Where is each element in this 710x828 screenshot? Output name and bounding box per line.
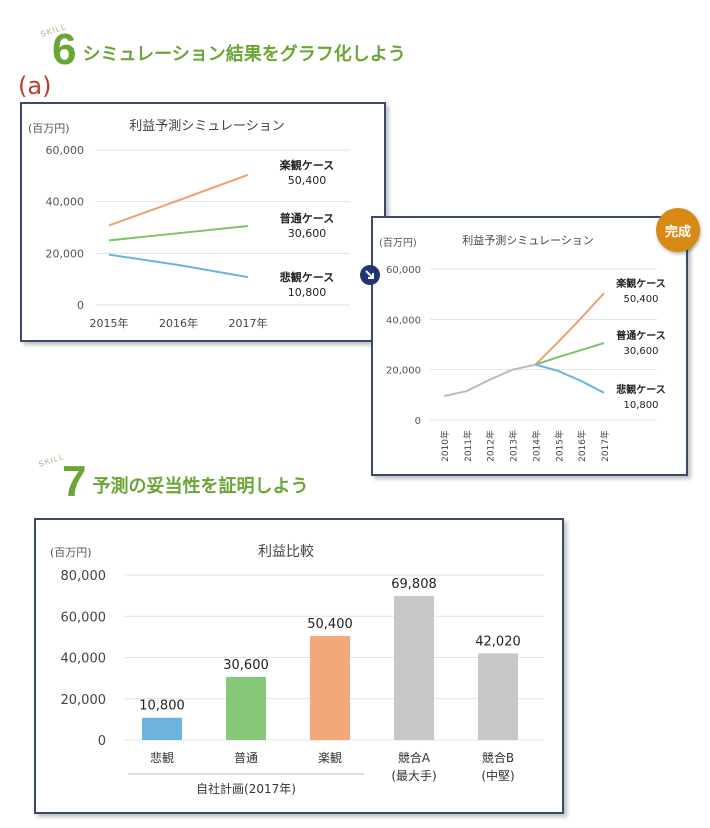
chart-title: 利益予測シミュレーション [129,119,284,134]
skill6-number: 6 [52,25,77,74]
x-tick-label: 2016年 [159,316,198,330]
x-tick-label: 普通 [234,751,258,765]
x-tick-label: 2015年 [553,430,565,462]
bar-3 [394,596,434,740]
chart-title: 利益予測シミュレーション [462,233,594,247]
x-tick-label: 2011年 [462,430,474,462]
series-line-normal [108,224,249,242]
y-axis-unit-label: (百万円) [50,546,92,559]
x-tick-label: 2014年 [530,430,542,462]
skill6-header: SKILL 6 シミュレーション結果をグラフ化しよう [39,22,406,74]
x-tick-label: 楽観 [318,751,342,765]
chart-title: 利益比較 [258,544,314,560]
x-tick-label: 2017年 [599,430,611,462]
y-tick-label: 40,000 [61,652,107,667]
arrow-badge [360,265,380,285]
chart3-panel: 利益比較 (百万円) 80,000 60,000 40,000 20,000 0 10,800… [34,518,564,814]
series-value-optimistic: 50,400 [624,294,659,305]
x-tick-sublabel: (中堅) [481,768,514,783]
y-tick-label: 20,000 [386,366,421,377]
series-value-normal: 30,600 [624,346,659,357]
series-line-history [443,363,536,398]
series-value-pessimistic: 10,800 [288,286,327,299]
y-tick-label: 80,000 [61,569,107,584]
bar-value-label: 30,600 [223,658,269,673]
series-label-optimistic: 楽観ケース [279,158,334,172]
bar-value-label: 42,020 [475,634,521,649]
series-label-optimistic: 楽観ケース [615,277,666,290]
chart2-panel: 利益予測シミュレーション (百万円) 60,000 40,000 20,000 0 2010… [371,216,688,476]
x-tick-label: 競合B [482,750,514,765]
bar-1 [226,676,266,740]
skill7-header: SKILL 7 予測の妥当性を証明しよう [37,452,309,506]
chart1-svg: 利益予測シミュレーション (百万円) 60,000 40,000 20,000 0 2015… [28,119,350,330]
x-tick-label: 2013年 [508,430,520,462]
series-value-optimistic: 50,400 [288,174,327,187]
series-line-optimistic [534,292,605,366]
series-label-normal: 普通ケース [616,329,666,342]
skill6-title: シミュレーション結果をグラフ化しよう [82,44,406,65]
bar-2 [310,636,350,740]
x-tick-label: 競合A [398,750,431,765]
y-tick-label: 20,000 [46,247,85,260]
skill7-number: 7 [62,457,87,506]
series-value-normal: 30,600 [288,227,327,240]
x-tick-label: 2017年 [229,316,268,330]
arrow-down-right-icon [365,270,374,279]
series-line-pessimistic [108,253,249,279]
series-line-pessimistic [535,363,605,394]
bar-value-label: 10,800 [139,699,185,714]
y-tick-label: 40,000 [46,196,85,209]
y-tick-label: 60,000 [386,265,421,276]
bar-value-label: 50,400 [307,617,353,632]
y-axis-unit-label: (百万円) [28,122,70,135]
chart2-svg: 利益予測シミュレーション (百万円) 60,000 40,000 20,000 0 2010… [379,233,666,462]
x-tick-sublabel: (最大手) [391,769,436,783]
y-tick-label: 40,000 [386,315,421,326]
complete-badge: 完成 [656,208,700,252]
series-line-optimistic [108,173,249,227]
x-tick-label: 2012年 [485,430,497,462]
bar-value-label: 69,808 [391,577,437,592]
figure-label-a: (a) [18,72,52,100]
x-tick-label: 2010年 [439,430,451,462]
group-label: 自社計画(2017年) [196,781,296,796]
bar-4 [478,653,518,740]
series-label-normal: 普通ケース [280,211,334,225]
x-tick-label: 2015年 [90,316,129,330]
chart1-panel: 利益予測シミュレーション (百万円) 60,000 40,000 20,000 0 2015… [20,102,386,342]
x-tick-label: 悲観 [150,750,174,765]
y-tick-label: 60,000 [61,610,107,625]
series-label-pessimistic: 悲観ケース [280,270,334,284]
series-label-pessimistic: 悲観ケース [616,383,666,396]
y-tick-label: 0 [77,299,84,312]
x-tick-label: 2016年 [576,430,588,462]
y-tick-label: 0 [415,416,421,427]
series-value-pessimistic: 10,800 [624,400,659,411]
chart3-svg: 利益比較 (百万円) 80,000 60,000 40,000 20,000 0 10,800… [50,544,544,796]
bar-0 [142,717,182,740]
skill7-title: 予測の妥当性を証明しよう [92,476,309,497]
series-line-normal [535,342,605,366]
y-tick-label: 60,000 [46,144,85,157]
y-axis-unit-label: (百万円) [379,237,417,249]
y-tick-label: 20,000 [61,693,107,708]
y-tick-label: 0 [98,734,106,749]
